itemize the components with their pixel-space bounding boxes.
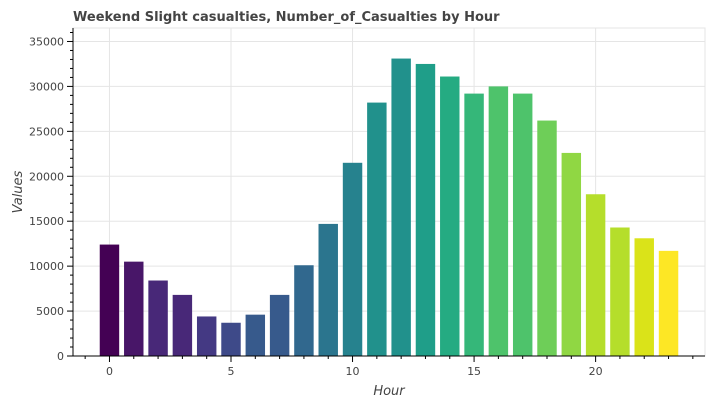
bar-hour-6 bbox=[245, 314, 266, 356]
x-axis-label: Hour bbox=[373, 384, 406, 399]
y-tick-label: 10000 bbox=[29, 260, 64, 273]
bar-hour-16 bbox=[488, 86, 509, 357]
x-tick-label: 5 bbox=[228, 365, 235, 378]
bar-hour-0 bbox=[99, 244, 120, 356]
bars bbox=[99, 58, 679, 357]
bar-hour-8 bbox=[294, 265, 314, 356]
bar-hour-15 bbox=[464, 93, 484, 356]
y-tick-label: 35000 bbox=[29, 35, 64, 48]
bar-hour-1 bbox=[124, 261, 144, 356]
bar-hour-19 bbox=[561, 152, 582, 356]
bar-hour-4 bbox=[196, 316, 217, 356]
bar-hour-3 bbox=[172, 294, 193, 356]
bar-hour-23 bbox=[658, 250, 679, 356]
bar-hour-18 bbox=[537, 120, 557, 357]
x-tick-label: 10 bbox=[346, 365, 360, 378]
bar-hour-17 bbox=[512, 93, 533, 356]
bar-hour-5 bbox=[221, 322, 241, 356]
chart-title: Weekend Slight casualties, Number_of_Cas… bbox=[73, 10, 500, 25]
y-tick-label: 30000 bbox=[29, 80, 64, 93]
y-tick-label: 20000 bbox=[29, 170, 64, 183]
bar-hour-11 bbox=[367, 102, 387, 356]
y-tick-label: 0 bbox=[57, 350, 64, 363]
y-tick-label: 5000 bbox=[36, 305, 64, 318]
bar-hour-13 bbox=[415, 63, 436, 357]
bar-hour-10 bbox=[342, 162, 363, 356]
bar-hour-9 bbox=[318, 223, 338, 356]
axes: 0 5000 10000 15000 20000 25000 30000 35000 0 5 10 1… bbox=[29, 28, 705, 378]
x-tick-label: 0 bbox=[106, 365, 113, 378]
bar-hour-14 bbox=[440, 76, 460, 356]
bar-hour-12 bbox=[391, 58, 411, 356]
x-tick-label: 15 bbox=[467, 365, 481, 378]
bar-hour-21 bbox=[610, 227, 630, 356]
bar-hour-22 bbox=[634, 238, 654, 356]
bar-hour-20 bbox=[585, 194, 606, 356]
y-axis-label: Values bbox=[11, 170, 26, 213]
bar-hour-2 bbox=[148, 280, 168, 356]
y-tick-label: 15000 bbox=[29, 215, 64, 228]
x-tick-label: 20 bbox=[589, 365, 603, 378]
y-tick-label: 25000 bbox=[29, 125, 64, 138]
bar-hour-7 bbox=[269, 294, 290, 356]
